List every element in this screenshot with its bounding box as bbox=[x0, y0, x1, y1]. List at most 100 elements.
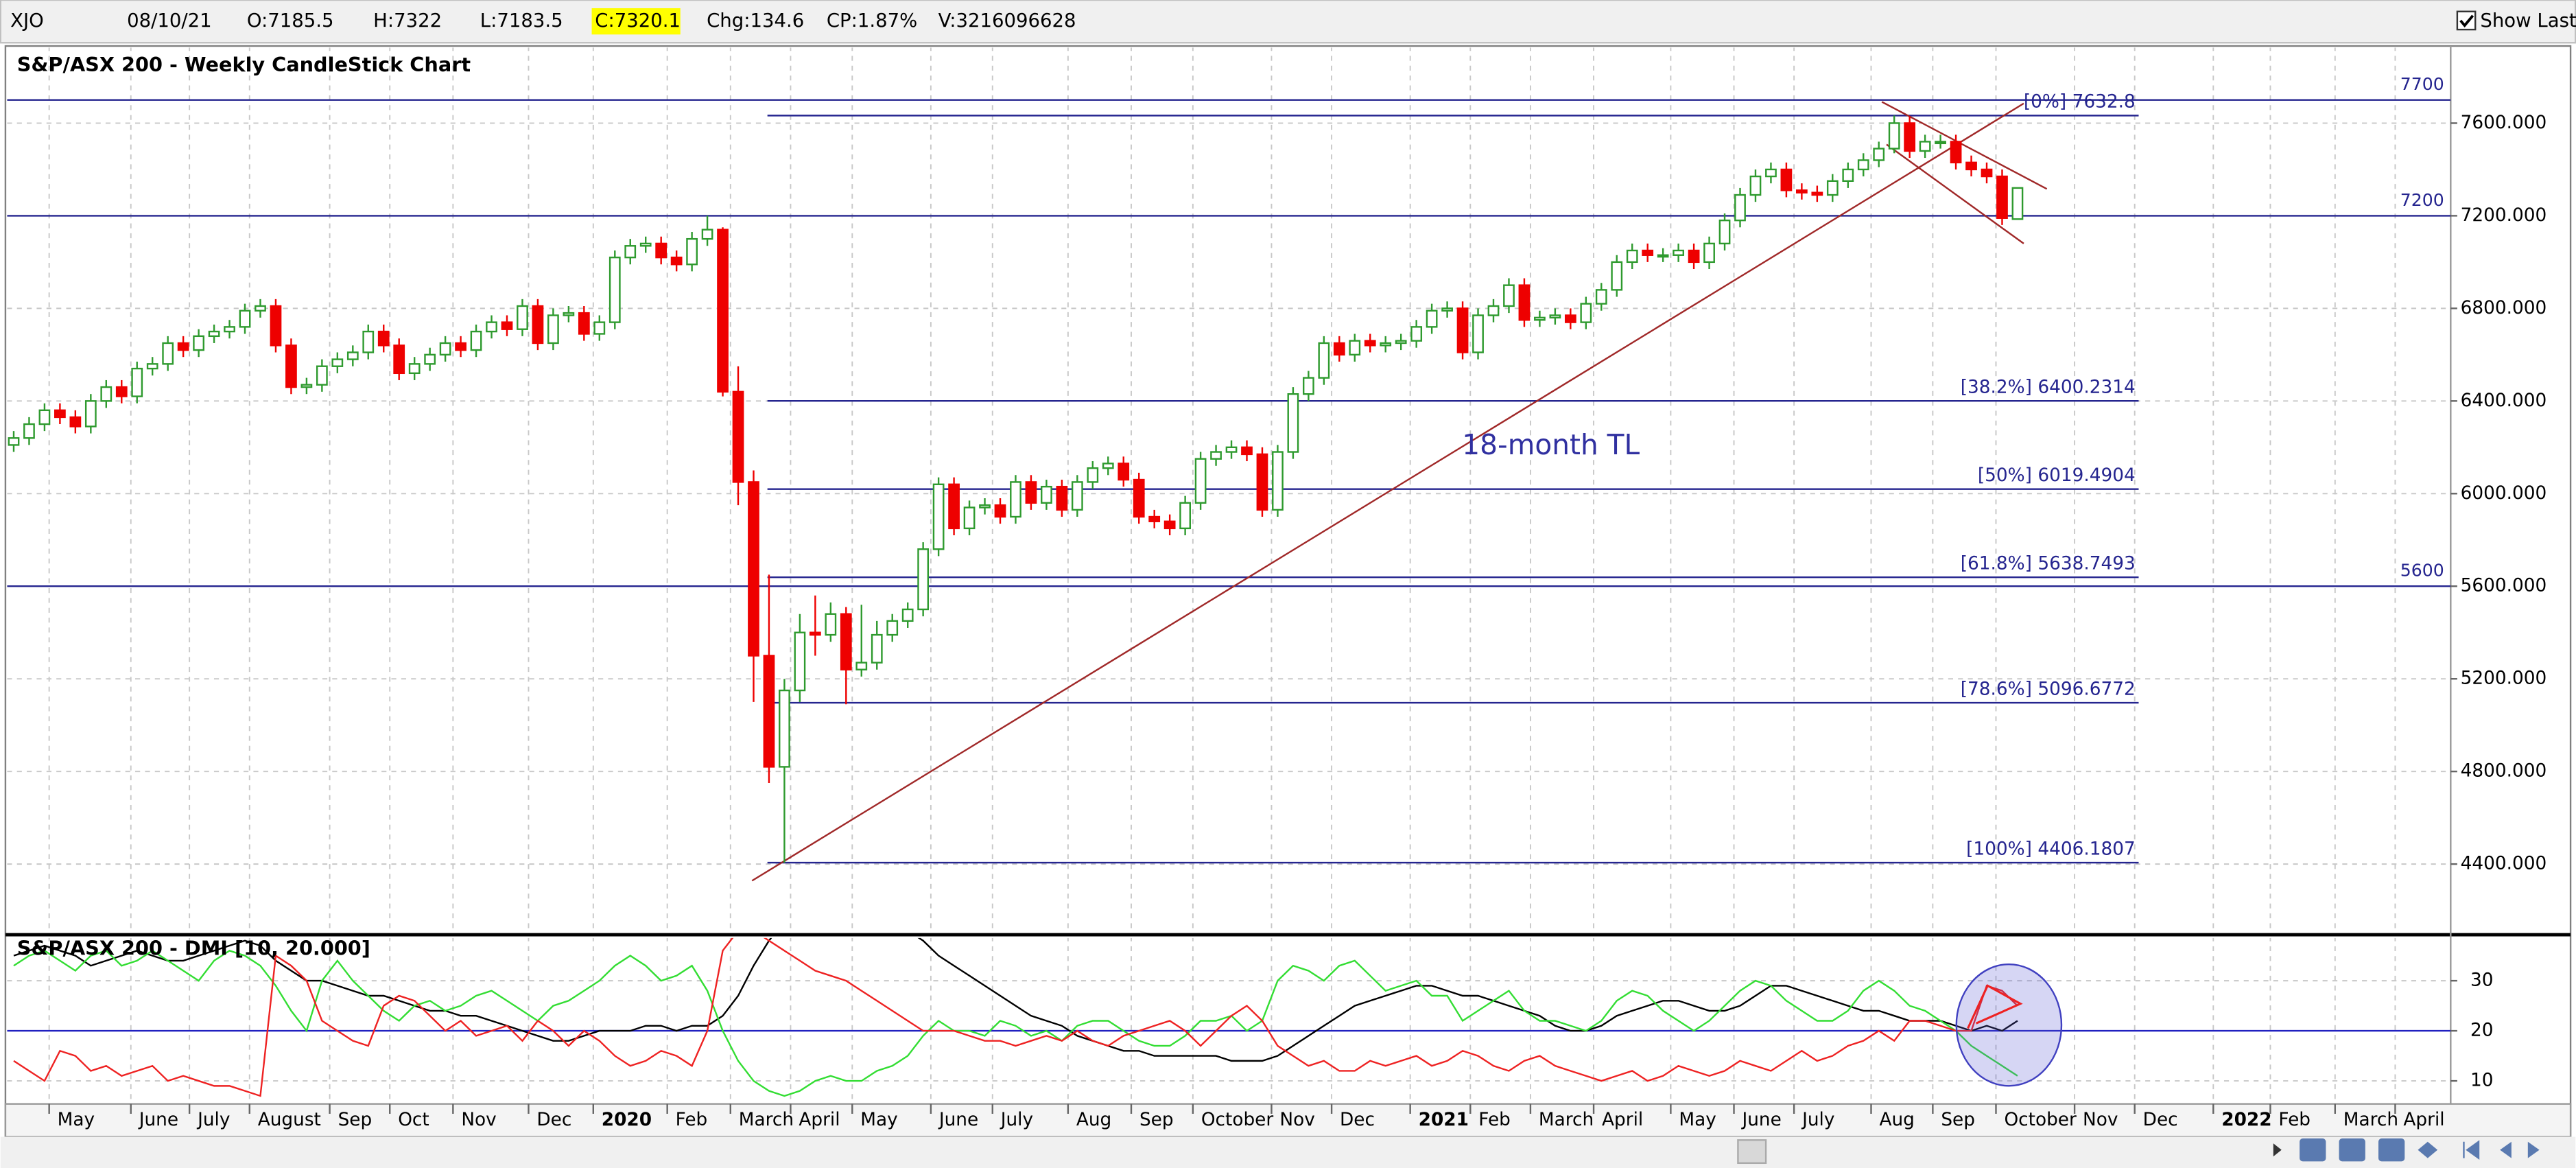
candle-body bbox=[1534, 316, 1546, 321]
candle-body bbox=[8, 437, 20, 446]
x-tick-label: Aug bbox=[1076, 1110, 1111, 1130]
candle-body bbox=[994, 504, 1006, 518]
scrollbar[interactable] bbox=[0, 1136, 2576, 1168]
candle-body bbox=[871, 633, 883, 664]
zoom-button[interactable] bbox=[2300, 1138, 2326, 1162]
candle-body bbox=[1256, 453, 1268, 511]
forward-button[interactable] bbox=[2527, 1141, 2540, 1158]
candle-body bbox=[1734, 194, 1746, 222]
candle-body bbox=[855, 662, 868, 670]
x-tick-label: Oct bbox=[398, 1110, 429, 1130]
y-tick-label: 7200.000 bbox=[2461, 205, 2547, 226]
candle-body bbox=[763, 655, 775, 768]
candle-body bbox=[393, 344, 405, 375]
candle-body bbox=[901, 608, 914, 622]
x-tick-label: Sep bbox=[1139, 1110, 1174, 1130]
x-tick-label: March bbox=[2343, 1110, 2398, 1130]
candle-body bbox=[486, 321, 497, 333]
candle-body bbox=[1148, 515, 1161, 522]
candle-body bbox=[270, 305, 282, 347]
candle-body bbox=[1287, 393, 1299, 453]
candle-body bbox=[686, 237, 698, 266]
candle-body bbox=[1410, 326, 1423, 342]
x-tick-label: Sep bbox=[1941, 1110, 1975, 1130]
candle-body bbox=[624, 245, 637, 259]
x-tick-label: April bbox=[1602, 1110, 1643, 1130]
candle-body bbox=[1673, 249, 1685, 256]
candle-body bbox=[547, 314, 559, 344]
candle-body bbox=[162, 342, 174, 365]
fibonacci-label: [50%] 6019.4904 bbox=[1978, 465, 2136, 486]
candle-body bbox=[655, 242, 667, 259]
y-tick-label: 20 bbox=[2470, 1020, 2494, 1041]
candle-body bbox=[1749, 175, 1762, 196]
change-percent: CP:1.87% bbox=[827, 10, 918, 32]
fibonacci-label: [100%] 4406.1807 bbox=[1966, 839, 2136, 859]
x-tick-label: April bbox=[2403, 1110, 2444, 1130]
y-tick-label: 5600.000 bbox=[2461, 576, 2547, 596]
candle-body bbox=[1935, 141, 1946, 145]
fit-button[interactable] bbox=[2418, 1141, 2438, 1158]
zoom-out-button[interactable] bbox=[2339, 1138, 2365, 1162]
fibonacci-label: [0%] 7632.8 bbox=[2024, 92, 2136, 113]
candle-body bbox=[1611, 261, 1623, 291]
candle-body bbox=[948, 483, 960, 530]
high-value: H:7322 bbox=[373, 10, 442, 32]
candle-body bbox=[1811, 191, 1823, 196]
candle-body bbox=[424, 353, 436, 365]
candle-body bbox=[1163, 520, 1176, 530]
zoom-in-button[interactable] bbox=[2378, 1138, 2405, 1162]
candle-body bbox=[809, 631, 821, 636]
candle-body bbox=[1071, 481, 1083, 511]
candle-body bbox=[1364, 340, 1376, 347]
candle-body bbox=[1426, 309, 1438, 328]
candle-body bbox=[1549, 314, 1561, 319]
x-tick-label: Feb bbox=[1478, 1110, 1511, 1130]
x-tick-label: August bbox=[258, 1110, 321, 1130]
back-button[interactable] bbox=[2500, 1141, 2512, 1158]
candle-body bbox=[1626, 249, 1638, 264]
x-tick-label: October bbox=[2004, 1110, 2077, 1130]
symbol: XJO bbox=[10, 10, 44, 32]
candle-body bbox=[1642, 249, 1654, 256]
level-label: 7700 bbox=[2400, 74, 2444, 94]
candle-body bbox=[84, 400, 97, 428]
show-last-checkbox[interactable] bbox=[2456, 10, 2477, 31]
checkmark bbox=[2459, 14, 2474, 28]
candle-body bbox=[1456, 307, 1469, 353]
x-tick-label: Feb bbox=[676, 1110, 708, 1130]
candle-body bbox=[1996, 175, 2008, 219]
x-tick-label: July bbox=[1801, 1110, 1834, 1130]
candle-body bbox=[362, 330, 375, 353]
candle-body bbox=[979, 504, 991, 509]
open-value: O:7185.5 bbox=[247, 10, 334, 32]
candle-body bbox=[38, 409, 51, 425]
candle-body bbox=[1657, 254, 1669, 258]
first-button[interactable] bbox=[2463, 1140, 2480, 1160]
candle-body bbox=[1765, 168, 1777, 178]
close-value: C:7320.1 bbox=[595, 10, 681, 32]
candle-body bbox=[69, 416, 82, 428]
scroll-right-button[interactable] bbox=[2273, 1143, 2282, 1157]
candle-body bbox=[1780, 168, 1793, 191]
candle-body bbox=[748, 481, 759, 657]
candle-body bbox=[100, 386, 113, 402]
candle-body bbox=[1950, 141, 1962, 163]
candle-body bbox=[1518, 284, 1531, 321]
x-tick-label: Feb bbox=[2278, 1110, 2311, 1130]
scroll-thumb[interactable] bbox=[1737, 1139, 1767, 1165]
candle-body bbox=[593, 321, 606, 335]
candle-body bbox=[1087, 467, 1099, 483]
show-last-label[interactable]: Show Last bbox=[2480, 10, 2576, 32]
x-tick-label: October bbox=[1201, 1110, 1274, 1130]
fibonacci-label: [61.8%] 5638.7493 bbox=[1961, 554, 2136, 574]
y-tick-label: 5200.000 bbox=[2461, 668, 2547, 689]
price-panel bbox=[7, 47, 2451, 932]
candle-body bbox=[1380, 342, 1392, 347]
volume: V:3216096628 bbox=[938, 10, 1076, 32]
candle-body bbox=[300, 384, 313, 388]
candle-body bbox=[639, 242, 652, 247]
candle-body bbox=[54, 409, 66, 419]
highlight-circle bbox=[1955, 963, 2063, 1087]
